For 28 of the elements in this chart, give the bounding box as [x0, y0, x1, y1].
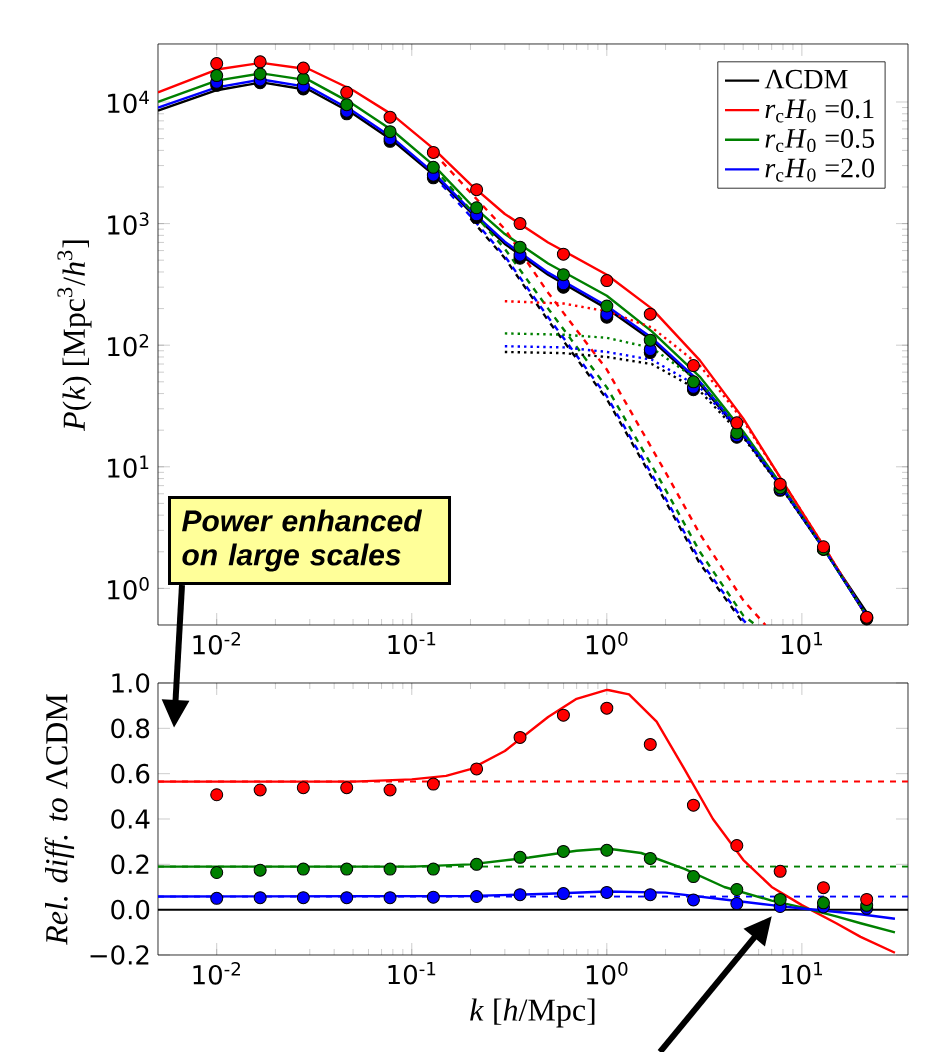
y-tick-label: 10$^{1}$ — [108, 455, 149, 478]
y-tick-label: 10$^{4}$ — [108, 90, 149, 114]
y-tick-label: 0.8 — [111, 718, 150, 739]
x-tick-label: 10$^{-2}$ — [193, 632, 241, 655]
x-tick-label: 10$^{-1}$ — [388, 962, 436, 985]
legend-label: r$_{c}$H$_{0}$ =2.0 — [765, 158, 875, 182]
y-tick-label: 1.0 — [112, 673, 150, 693]
x-axis-title: k [h/Mpc] — [470, 998, 595, 1028]
y-tick-label: −0.2 — [90, 945, 149, 965]
y-tick-label: 0.4 — [111, 809, 150, 829]
y-tick-label: 10$^{3}$ — [108, 212, 149, 235]
annotation: Power enhanced on large scales — [182, 509, 423, 572]
x-tick-label: 10$^{1}$ — [781, 962, 823, 985]
y-tick-label: 0.2 — [111, 854, 149, 875]
legend-label: r$_{c}$H$_{0}$ =0.1 — [765, 99, 874, 123]
x-tick-label: 10$^{-1}$ — [388, 632, 436, 655]
x-tick-label: 10$^{1}$ — [781, 632, 823, 655]
x-tick-label: 10$^{-2}$ — [193, 962, 241, 985]
y-tick-label: 0.6 — [111, 763, 150, 784]
y-tick-label: 0.0 — [111, 899, 150, 920]
legend-label: r$_{c}$H$_{0}$ =0.5 — [765, 128, 875, 153]
x-tick-label: 10$^{0}$ — [586, 962, 628, 985]
y-axis-title: Rel. diff. to ΛCDM — [44, 694, 75, 945]
y-tick-label: 10$^{2}$ — [108, 333, 149, 357]
x-tick-label: 10$^{0}$ — [586, 632, 628, 655]
y-tick-label: 10$^{0}$ — [108, 577, 149, 600]
text: P(k) [Mpc$^{3}$/h$^{3}$] — [57, 240, 92, 432]
legend-label: ΛCDM — [764, 69, 848, 89]
